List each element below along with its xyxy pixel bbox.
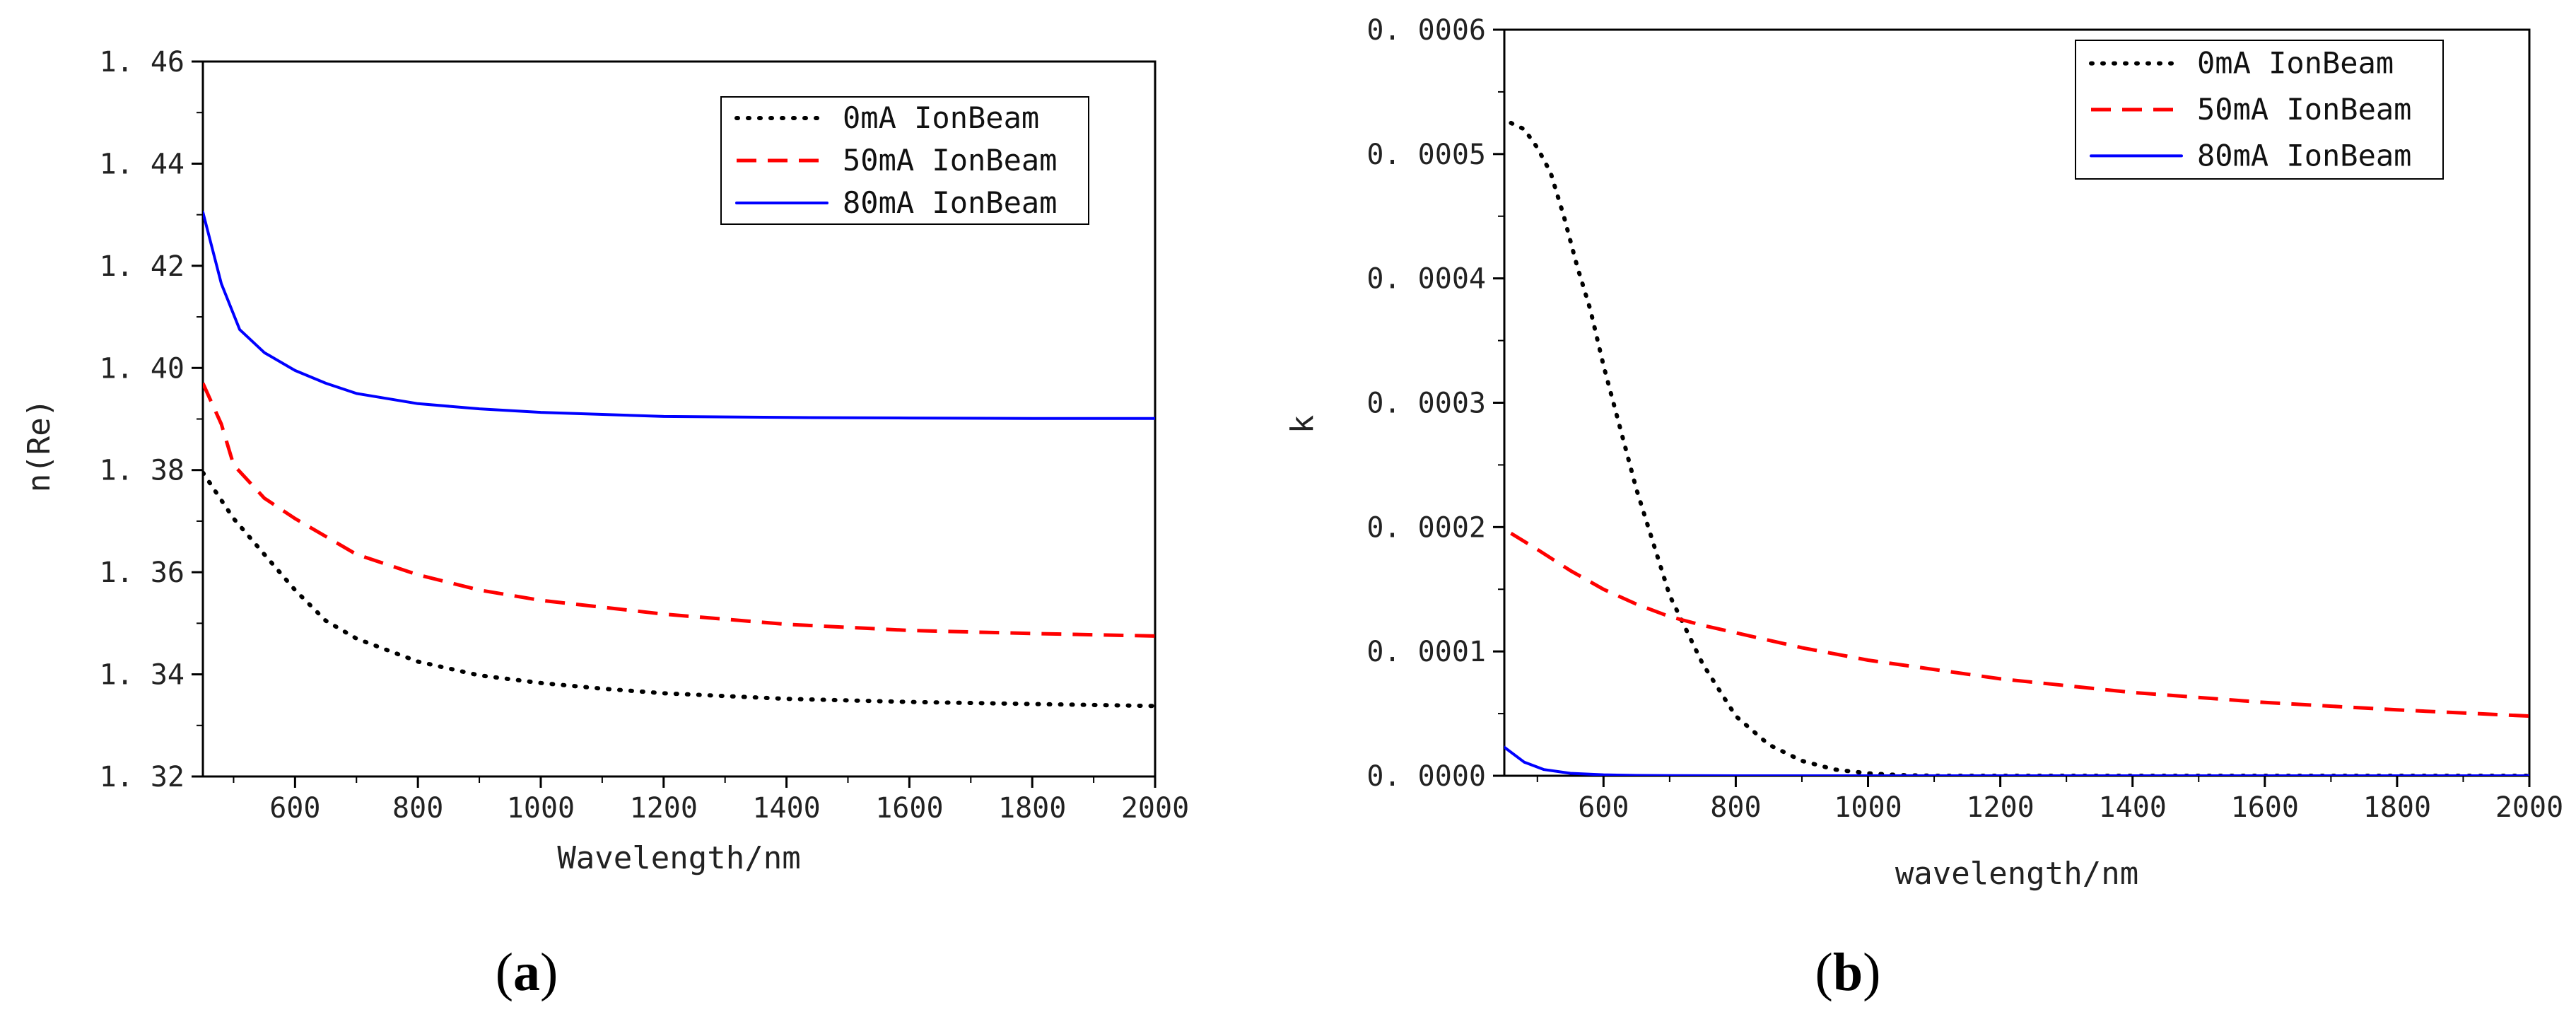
caption-b: (b) [1815, 943, 1881, 1002]
caption-b-close: ) [1863, 943, 1880, 1002]
caption-a: (a) [496, 943, 558, 1002]
chart-b: 600 800 1000 1200 1400 1600 1800 2000 0. 0000 0. … [1284, 14, 2563, 892]
x-tick-label: 600 [1578, 791, 1629, 824]
x-tick-label: 1400 [2099, 791, 2167, 824]
legend-label-2: 50mA IonBeam [843, 143, 1057, 178]
series-line-3 [1504, 745, 2529, 776]
x-tick-label: 2000 [1121, 792, 1189, 825]
y-tick-label: 1. 38 [100, 455, 185, 487]
x-tick-label: 1200 [1966, 791, 2034, 824]
x-tick-label: 1000 [507, 792, 575, 825]
y-tick-label: 1. 36 [100, 557, 185, 589]
y-tick-label: 1. 40 [100, 352, 185, 385]
caption-b-letter: b [1833, 943, 1863, 1002]
x-tick-label: 1800 [2363, 791, 2431, 824]
y-tick-label: 1. 46 [100, 46, 185, 78]
legend-label-1: 0mA IonBeam [2197, 46, 2394, 81]
y-tick-label: 0. 0001 [1366, 636, 1486, 668]
y-tick-label: 0. 0000 [1366, 760, 1486, 793]
series-line-2 [203, 382, 1155, 638]
legend-label-3: 80mA IonBeam [843, 185, 1057, 220]
caption-a-open: ( [496, 943, 513, 1002]
x-tick-label: 1400 [752, 792, 820, 825]
series-line-2 [1510, 531, 2529, 718]
y-tick-label: 1. 44 [100, 148, 185, 180]
x-tick-label: 800 [392, 792, 443, 825]
x-tick-label: 800 [1710, 791, 1761, 824]
caption-b-open: ( [1815, 943, 1833, 1002]
y-axis-title: k [1284, 415, 1321, 434]
legend-label-3: 80mA IonBeam [2197, 138, 2411, 173]
x-tick-label: 600 [269, 792, 320, 825]
x-tick-label: 1600 [875, 792, 943, 825]
x-axis-title: wavelength/nm [1895, 856, 2138, 892]
caption-a-letter: a [513, 943, 540, 1002]
series-line-1 [203, 470, 1155, 709]
x-tick-label: 1800 [998, 792, 1066, 825]
x-tick-label: 2000 [2495, 791, 2563, 824]
y-tick-label: 1. 42 [100, 250, 185, 283]
series-line-1 [1509, 120, 2529, 776]
y-tick-label: 0. 0003 [1366, 388, 1486, 420]
series-line-3 [203, 211, 1155, 420]
legend-label-1: 0mA IonBeam [843, 100, 1039, 135]
x-axis-title: Wavelength/nm [557, 840, 800, 876]
x-tick-label: 1600 [2231, 791, 2299, 824]
legend-label-2: 50mA IonBeam [2197, 92, 2411, 127]
y-tick-label: 0. 0004 [1366, 263, 1486, 296]
x-tick-label: 1000 [1834, 791, 1902, 824]
caption-a-close: ) [540, 943, 558, 1002]
y-tick-label: 0. 0005 [1366, 139, 1486, 171]
y-tick-label: 0. 0006 [1366, 14, 1486, 47]
x-tick-label: 1200 [630, 792, 698, 825]
y-tick-label: 0. 0002 [1366, 511, 1486, 544]
chart-a: 600 800 1000 1200 1400 1600 1800 2000 1. 32 1. 34… [21, 46, 1189, 876]
y-tick-label: 1. 32 [100, 761, 185, 793]
y-tick-label: 1. 34 [100, 659, 185, 692]
y-axis-title: n(Re) [21, 399, 57, 492]
